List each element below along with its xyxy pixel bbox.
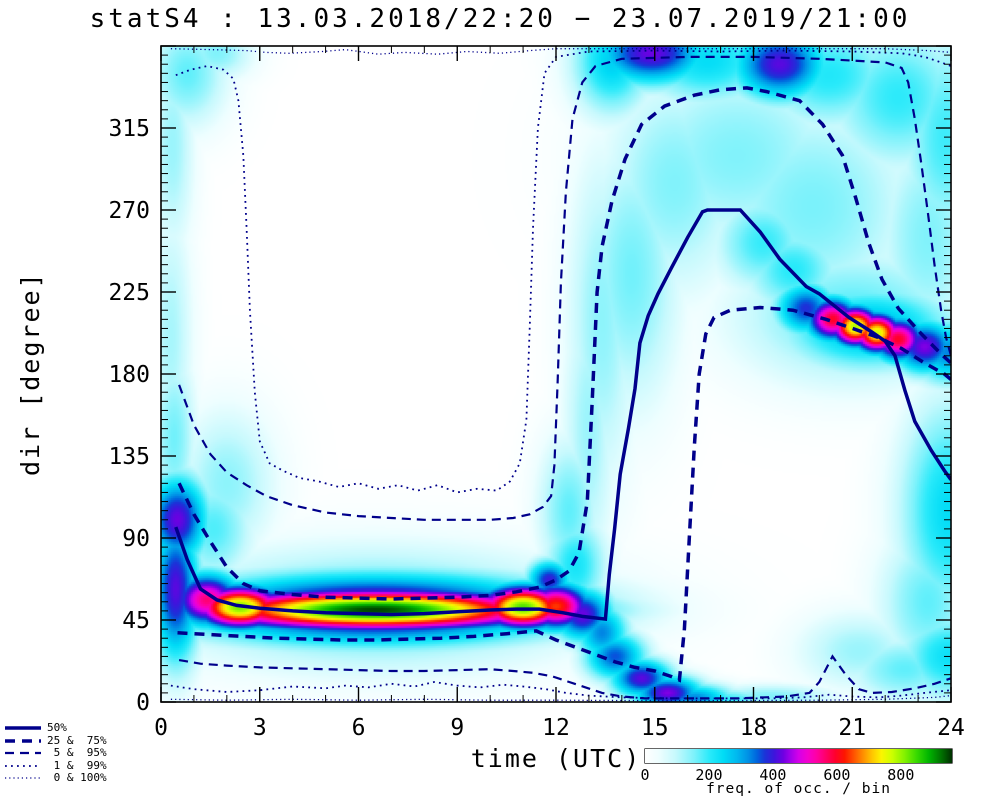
legend-row-p0199: 1 & 99% bbox=[4, 758, 107, 773]
contour-p99 bbox=[175, 49, 951, 494]
legend-row-p0595: 5 & 95% bbox=[4, 746, 107, 760]
colorbar-tick-label: 800 bbox=[887, 766, 914, 784]
legend-row-p00100: 0 & 100% bbox=[4, 771, 107, 785]
y-tick-label: 135 bbox=[108, 444, 150, 470]
legend-label: 0 & 100% bbox=[47, 771, 107, 784]
legend-line-sample bbox=[5, 777, 41, 779]
contour-p95 bbox=[178, 55, 951, 521]
x-tick-label: 24 bbox=[937, 715, 965, 741]
colorbar-gradient bbox=[645, 749, 952, 763]
legend-row-p50: 50% bbox=[4, 721, 107, 735]
legend-label: 50% bbox=[47, 721, 67, 734]
x-tick-label: 9 bbox=[450, 715, 464, 741]
colorbar-tick-label: 0 bbox=[640, 766, 649, 784]
legend-line-sample bbox=[5, 726, 41, 730]
contour-legend: 50% 25 & 75% 5 & 95% 1 & 99% 0 & 100% bbox=[4, 721, 107, 785]
y-tick-label: 270 bbox=[108, 198, 150, 224]
x-tick-label: 12 bbox=[542, 715, 570, 741]
y-tick-label: 225 bbox=[108, 280, 150, 306]
y-tick-label: 45 bbox=[122, 608, 150, 634]
contour-p50 bbox=[174, 208, 951, 622]
legend-label: 25 & 75% bbox=[47, 733, 107, 747]
legend-label: 5 & 95% bbox=[47, 746, 107, 759]
x-tick-label: 21 bbox=[838, 715, 866, 741]
plot-frame bbox=[160, 45, 952, 703]
x-tick-label: 6 bbox=[352, 715, 366, 741]
legend-line-sample bbox=[5, 739, 41, 743]
legend-line-sample bbox=[5, 764, 41, 767]
contour-p05 bbox=[178, 654, 951, 700]
y-tick-label: 180 bbox=[108, 362, 150, 388]
contour-p25 bbox=[177, 305, 951, 683]
contour-p100 bbox=[170, 48, 951, 55]
y-tick-label: 315 bbox=[108, 116, 150, 142]
colorbar-tick-label: 400 bbox=[759, 766, 786, 784]
legend-label: 1 & 99% bbox=[47, 758, 107, 772]
x-tick-label: 0 bbox=[154, 715, 168, 741]
x-tick-label: 15 bbox=[641, 715, 669, 741]
contour-p01 bbox=[170, 681, 951, 700]
x-tick-label: 3 bbox=[253, 715, 267, 741]
chart-title: statS4 : 13.03.2018/22:20 − 23.07.2019/2… bbox=[89, 4, 911, 34]
contour-p00 bbox=[170, 694, 951, 702]
x-axis-title: time (UTC) bbox=[470, 744, 642, 773]
legend-row-p2575: 25 & 75% bbox=[4, 733, 107, 748]
y-tick-label: 90 bbox=[122, 526, 150, 552]
contour-p75 bbox=[177, 86, 951, 601]
heatmap-canvas bbox=[161, 46, 951, 702]
y-tick-label: 0 bbox=[136, 690, 150, 716]
colorbar-tick-label: 200 bbox=[695, 766, 722, 784]
colorbar-tick-label: 600 bbox=[823, 766, 850, 784]
legend-line-sample bbox=[5, 752, 41, 755]
colorbar-label: freq. of occ. / bin bbox=[706, 781, 891, 797]
x-tick-label: 18 bbox=[740, 715, 768, 741]
